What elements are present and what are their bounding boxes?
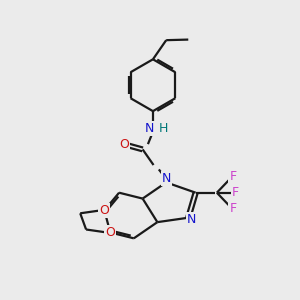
Text: H: H bbox=[159, 122, 168, 135]
Text: F: F bbox=[230, 170, 237, 183]
Text: N: N bbox=[145, 122, 154, 135]
Text: N: N bbox=[161, 172, 171, 185]
Text: O: O bbox=[105, 226, 115, 239]
Text: N: N bbox=[187, 213, 196, 226]
Text: F: F bbox=[232, 186, 239, 199]
Text: F: F bbox=[230, 202, 237, 215]
Text: O: O bbox=[99, 204, 109, 217]
Text: O: O bbox=[119, 138, 129, 151]
